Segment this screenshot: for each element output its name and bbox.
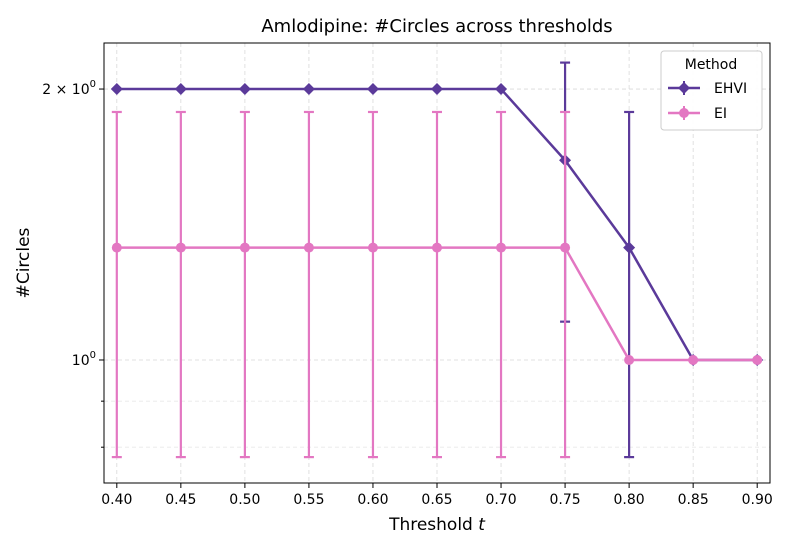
series-ei — [111, 110, 763, 459]
y-tick-label: 100 — [72, 350, 96, 369]
data-point — [366, 83, 379, 96]
legend-label: EI — [714, 106, 727, 122]
data-point — [367, 242, 378, 253]
data-point — [688, 354, 699, 365]
data-point — [110, 83, 123, 96]
y-tick-label-exponent: 0 — [90, 350, 96, 361]
x-tick-label: 0.70 — [485, 492, 516, 508]
x-axis-label-text: Threshold — [388, 515, 478, 535]
chart-title: Amlodipine: #Circles across thresholds — [261, 16, 612, 37]
data-point — [431, 83, 443, 96]
legend-items: EHVI EI — [668, 81, 747, 122]
data-point — [432, 242, 442, 253]
x-tick-label: 0.85 — [678, 492, 709, 508]
legend-marker — [678, 82, 690, 94]
data-point — [624, 354, 635, 365]
data-point — [175, 242, 186, 253]
legend-marker — [679, 108, 689, 118]
y-tick-label-base: 2 × 10 — [42, 82, 89, 98]
x-tick-label: 0.40 — [101, 492, 132, 508]
x-axis-ticks: 0.40 0.45 0.50 0.55 0.60 0.65 0.70 0.75 0.80 0.85… — [101, 483, 773, 508]
data-point — [560, 242, 571, 253]
data-point — [238, 83, 251, 96]
x-tick-label: 0.90 — [742, 492, 773, 508]
data-point — [496, 242, 507, 253]
x-axis-label: Threshold t — [388, 515, 486, 535]
data-point — [495, 83, 508, 96]
x-axis-label-var: t — [478, 515, 486, 535]
x-tick-label: 0.45 — [165, 492, 196, 508]
data-point — [623, 241, 636, 254]
series-layer — [110, 61, 764, 459]
x-tick-label: 0.80 — [614, 492, 645, 508]
y-tick-label: 2 × 100 — [42, 79, 96, 98]
y-axis-label: #Circles — [14, 227, 34, 298]
y-tick-label-base: 10 — [72, 353, 90, 369]
x-tick-label: 0.65 — [421, 492, 452, 508]
data-point — [111, 242, 122, 253]
y-tick-label-exponent: 0 — [90, 79, 96, 90]
x-tick-label: 0.75 — [549, 492, 580, 508]
legend-title: Method — [685, 57, 738, 73]
data-point — [174, 83, 187, 96]
data-point — [303, 242, 314, 253]
legend-item-ei: EI — [668, 106, 727, 122]
data-point — [239, 242, 250, 253]
legend-item-ehvi: EHVI — [668, 81, 747, 97]
legend: Method EHVI EI — [660, 50, 763, 131]
legend-label: EHVI — [714, 81, 747, 97]
x-tick-label: 0.50 — [229, 492, 260, 508]
x-tick-label: 0.60 — [357, 492, 388, 508]
x-tick-label: 0.55 — [293, 492, 324, 508]
data-point — [302, 83, 315, 96]
data-point — [752, 354, 763, 365]
